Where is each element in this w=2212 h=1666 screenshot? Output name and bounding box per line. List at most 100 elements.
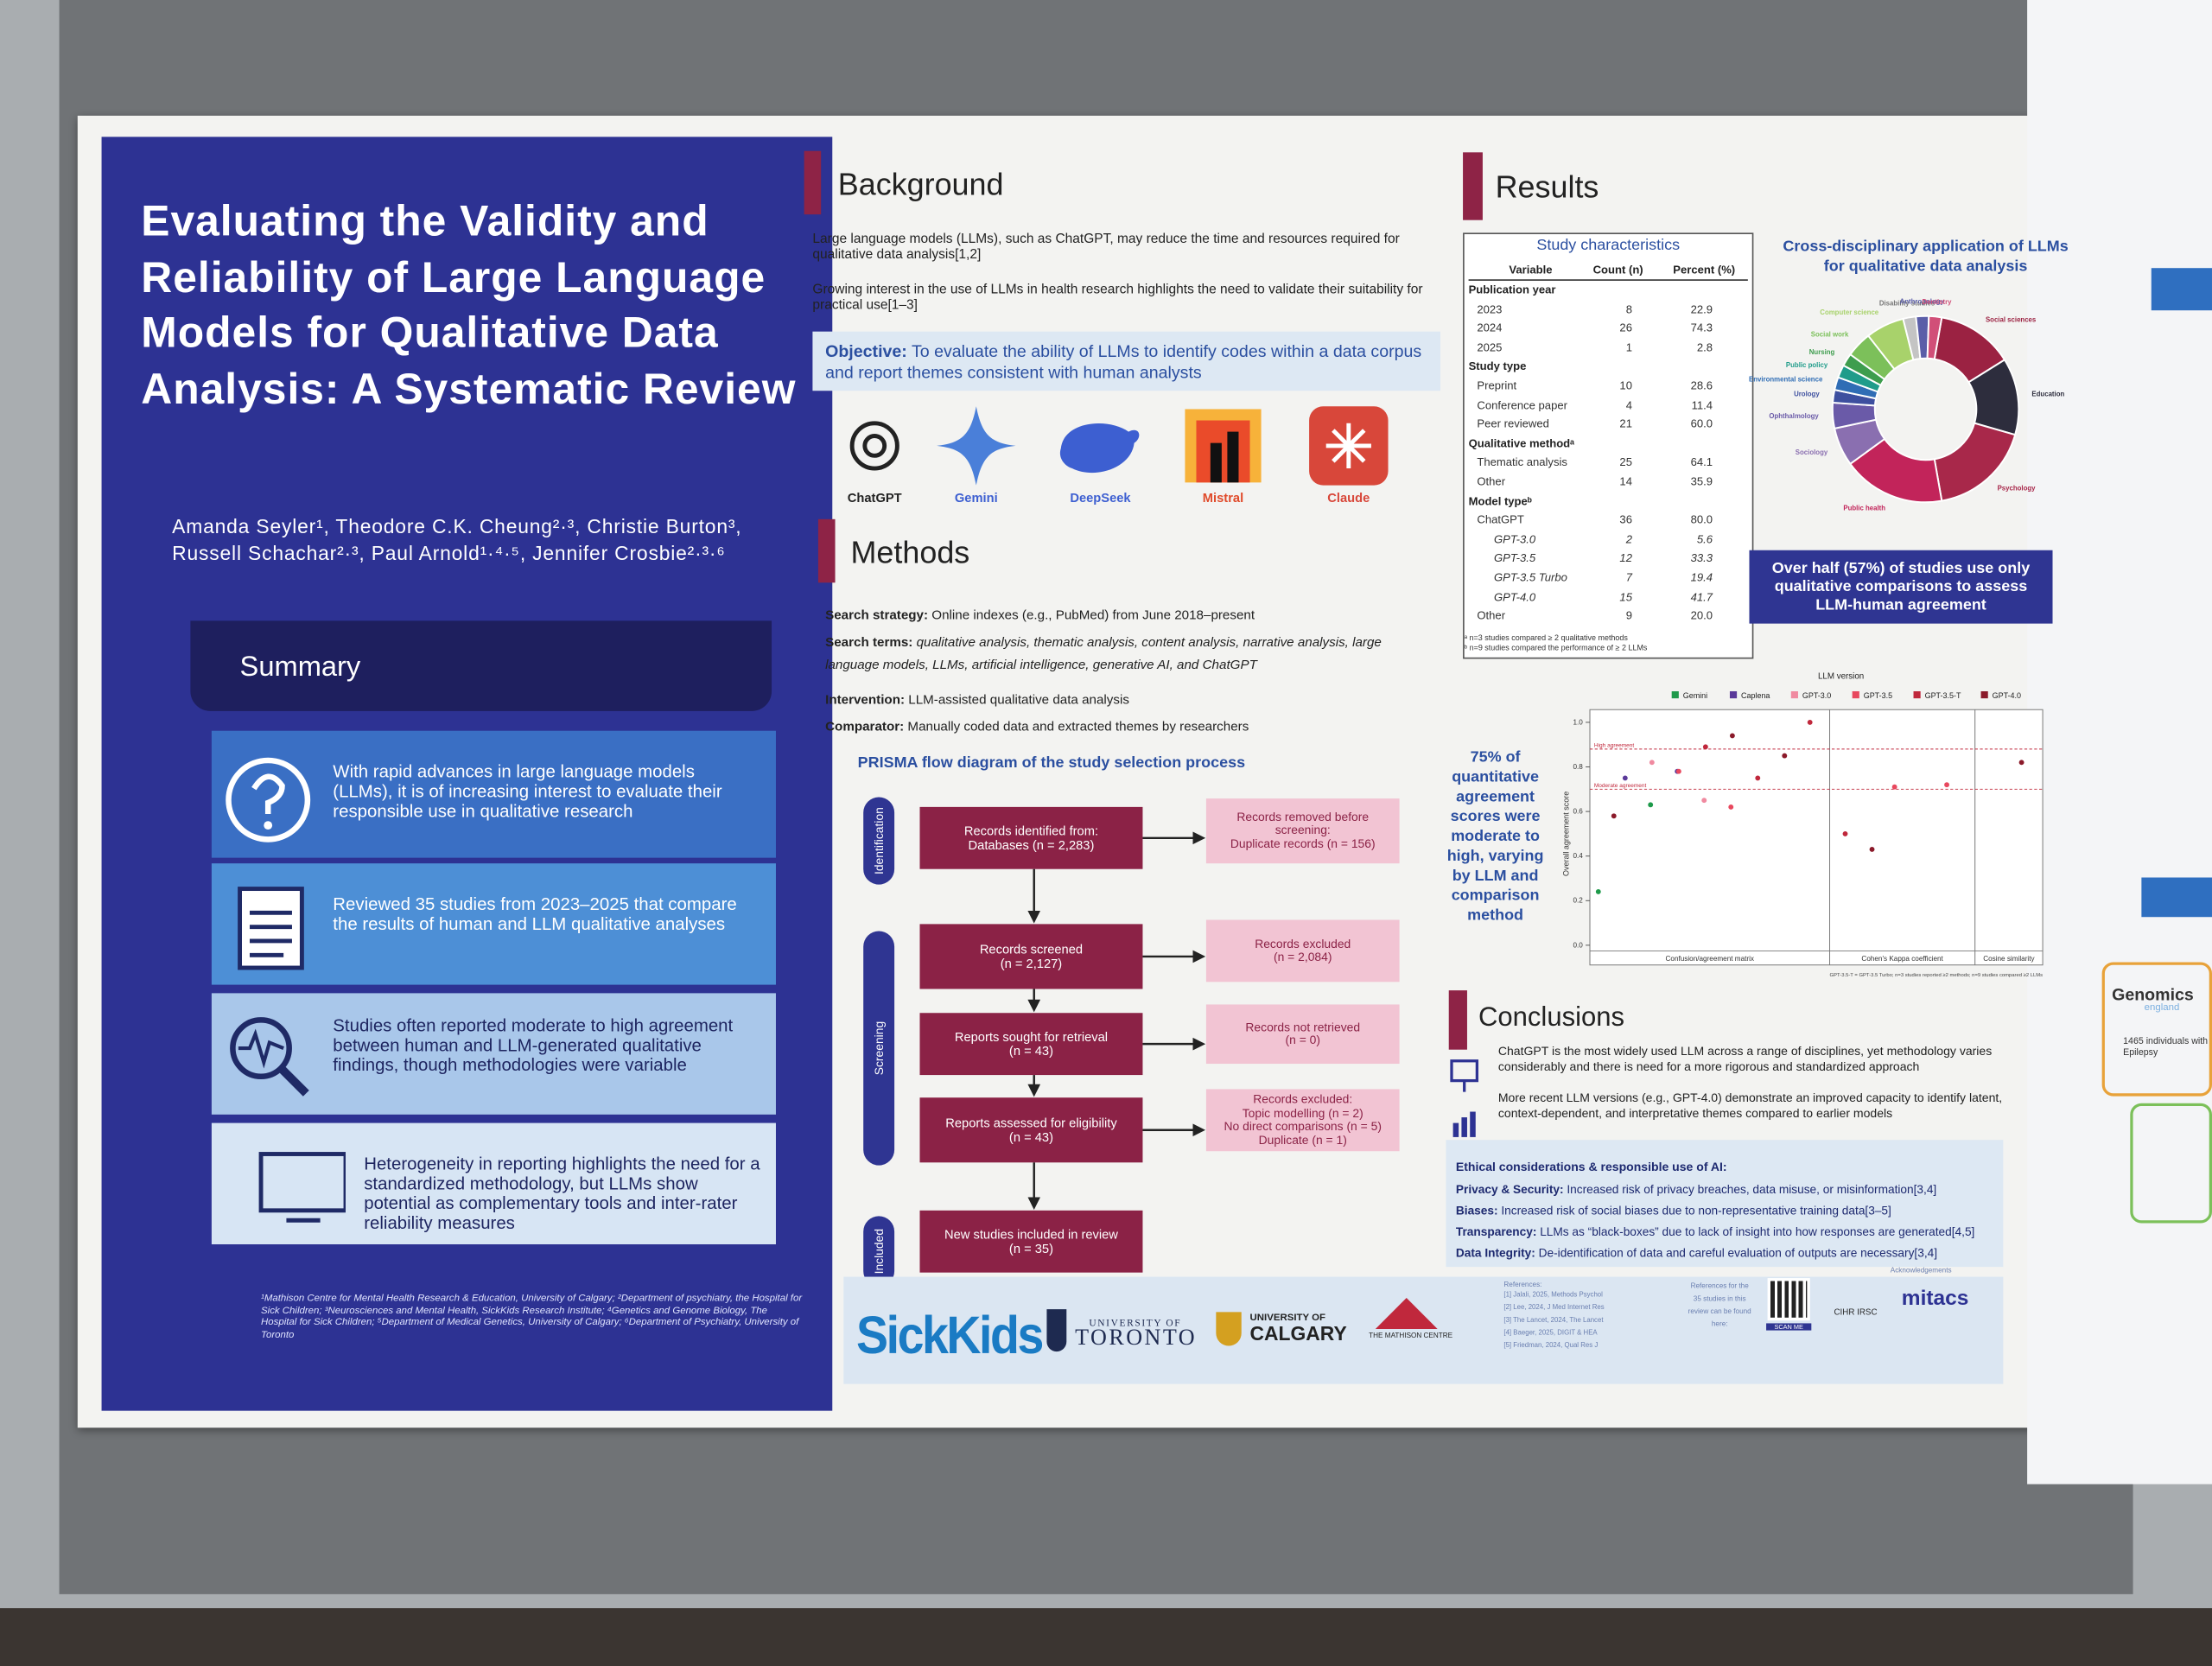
summary-icons (226, 757, 346, 1223)
scatter-point (1755, 775, 1761, 781)
legend-swatch (1913, 690, 1921, 699)
monitor-icon (258, 1152, 346, 1213)
conclusion-text: More recent LLM versions (e.g., GPT-4.0)… (1497, 1091, 2003, 1121)
summary-box (211, 993, 776, 1115)
model-label: Mistral (1202, 491, 1244, 506)
question-mark (251, 773, 285, 815)
legend-swatch (1729, 690, 1738, 699)
authors: Amanda Seyler¹, Theodore C.K. Cheung²·³,… (172, 514, 742, 565)
slice-label: Public health (1843, 505, 1885, 512)
prisma-arrows (1027, 831, 1206, 1210)
table-header: Variable (1509, 264, 1553, 277)
table-cell: 36 (1619, 513, 1632, 527)
scatter-point (1869, 847, 1875, 852)
poster-title: Evaluating the Validity and Reliability … (141, 197, 797, 413)
method-text: qualitative analysis, thematic analysis,… (825, 634, 1382, 672)
table-cell: Other (1477, 609, 1506, 623)
scatter-point (1649, 760, 1655, 766)
summary-header (190, 620, 772, 711)
scan-me: SCAN ME (1766, 1323, 1812, 1331)
method-text: Manually coded data and extracted themes… (907, 719, 1249, 734)
neighbor-band (2151, 268, 2212, 311)
ethics-item: Biases: Increased risk of social biases … (1456, 1204, 1999, 1218)
section-heading: Results (1495, 169, 1599, 205)
prisma-side-box: Records excluded: Topic modelling (n = 2)… (1205, 1089, 1400, 1152)
slice-label: Environmental science (1749, 375, 1823, 383)
table-cell: 2025 (1477, 340, 1503, 354)
threshold-label: High agreement (1594, 742, 1635, 748)
legend-title: LLM version (1818, 671, 1864, 681)
reference: [4] Baeger, 2025, DIGIT & HEA (1503, 1330, 1598, 1338)
table-cell: GPT-3.5 (1493, 552, 1536, 565)
legend-label: GPT-4.0 (1993, 691, 2021, 700)
method-label: Intervention: (825, 692, 906, 707)
logo-ucalgary-small: UNIVERSITY OF (1249, 1313, 1325, 1324)
method-item: Search terms: qualitative analysis, them… (825, 631, 1403, 676)
prisma-line: (n = 0) (1285, 1033, 1321, 1047)
prisma-line: Databases (n = 2,283) (968, 837, 1095, 853)
scatter-point (1891, 784, 1897, 790)
logo-mathison-mark (1375, 1298, 1438, 1329)
table-cell: GPT-3.0 (1493, 532, 1536, 546)
table-frame (1463, 232, 1754, 659)
prisma-line: Records removed before (1236, 809, 1370, 824)
neighbor-poster (2027, 0, 2212, 1485)
table-cell: 28.6 (1690, 379, 1713, 392)
scatter-point (2018, 760, 2024, 766)
ethics-text: LLMs as “black-boxes” due to lack of ins… (1540, 1224, 1975, 1239)
objective: Objective: To evaluate the ability of LL… (825, 341, 1432, 384)
background-text: Growing interest in the use of LLMs in h… (812, 282, 1423, 314)
table-cell: GPT-4.0 (1493, 590, 1536, 604)
prisma-line: (n = 43) (1008, 1129, 1054, 1145)
table-section: Model typeᵇ (1468, 494, 1532, 508)
table-cell: 60.0 (1690, 417, 1713, 431)
table-cell: Conference paper (1477, 398, 1567, 412)
prisma-line: Records excluded: (1253, 1091, 1353, 1106)
threshold-label: Moderate agreement (1594, 783, 1647, 789)
scatter-point (1782, 753, 1788, 759)
ethics-label: Privacy & Security: (1455, 1182, 1564, 1197)
summary-text: Heterogeneity in reporting highlights th… (364, 1154, 760, 1233)
scatter-point (1728, 804, 1734, 810)
logo-uoft-small: UNIVERSITY OF (1089, 1317, 1182, 1329)
table-title: Study characteristics (1536, 237, 1681, 254)
logo-sickkids: SickKids (856, 1306, 1044, 1366)
slice-label: Ophthalmology (1769, 412, 1819, 420)
ethics-box (1446, 1140, 2004, 1268)
slice-label: Social sciences (1986, 316, 2037, 324)
y-tick-label: 0.4 (1573, 852, 1583, 860)
y-tick-label: 0.6 (1573, 808, 1583, 816)
slice-label: Nursing (1809, 348, 1835, 356)
heading-bar (1463, 152, 1483, 220)
objective-label: Objective: (825, 341, 907, 361)
qr-text: References for the 35 studies in this re… (1688, 1282, 1751, 1329)
method-item: Comparator: Manually coded data and extr… (825, 715, 1403, 738)
table-cell: Other (1477, 475, 1506, 488)
group-label: Confusion/agreement matrix (1666, 955, 1754, 963)
prisma-line: screening: (1274, 823, 1331, 837)
deepseek-logo (1059, 423, 1140, 474)
slice-label: Public policy (1786, 361, 1828, 369)
scatter-point (1702, 744, 1708, 750)
ethics-label: Data Integrity: (1455, 1245, 1535, 1260)
table-cell: ChatGPT (1477, 513, 1524, 527)
ethics-item: Privacy & Security: Increased risk of pr… (1456, 1182, 1999, 1196)
method-text: LLM-assisted qualitative data analysis (908, 692, 1129, 707)
table-footnote: ᵇ n=9 studies compared the performance o… (1464, 645, 1648, 653)
method-label: Search terms: (825, 634, 913, 650)
logo-ucalgary: CALGARY (1249, 1321, 1347, 1345)
summary-heading: Summary (239, 652, 361, 684)
chart-title: Cross-disciplinary application of LLMs f… (1783, 238, 2069, 276)
method-label: Search strategy: (825, 607, 929, 622)
table-cell: 14 (1619, 475, 1632, 488)
table-section: Qualitative methodᵃ (1468, 436, 1575, 450)
background-text: Large language models (LLMs), such as Ch… (812, 231, 1400, 263)
y-tick-label: 0.8 (1573, 763, 1583, 771)
stage-label: Identification (871, 807, 887, 875)
table-cell: 8 (1625, 302, 1632, 316)
method-text: Online indexes (e.g., PubMed) from June … (931, 607, 1255, 622)
neighbor-band (2141, 877, 2212, 918)
prisma-line: (n = 2,084) (1273, 949, 1332, 964)
summary-text: Studies often reported moderate to high … (333, 1015, 734, 1076)
